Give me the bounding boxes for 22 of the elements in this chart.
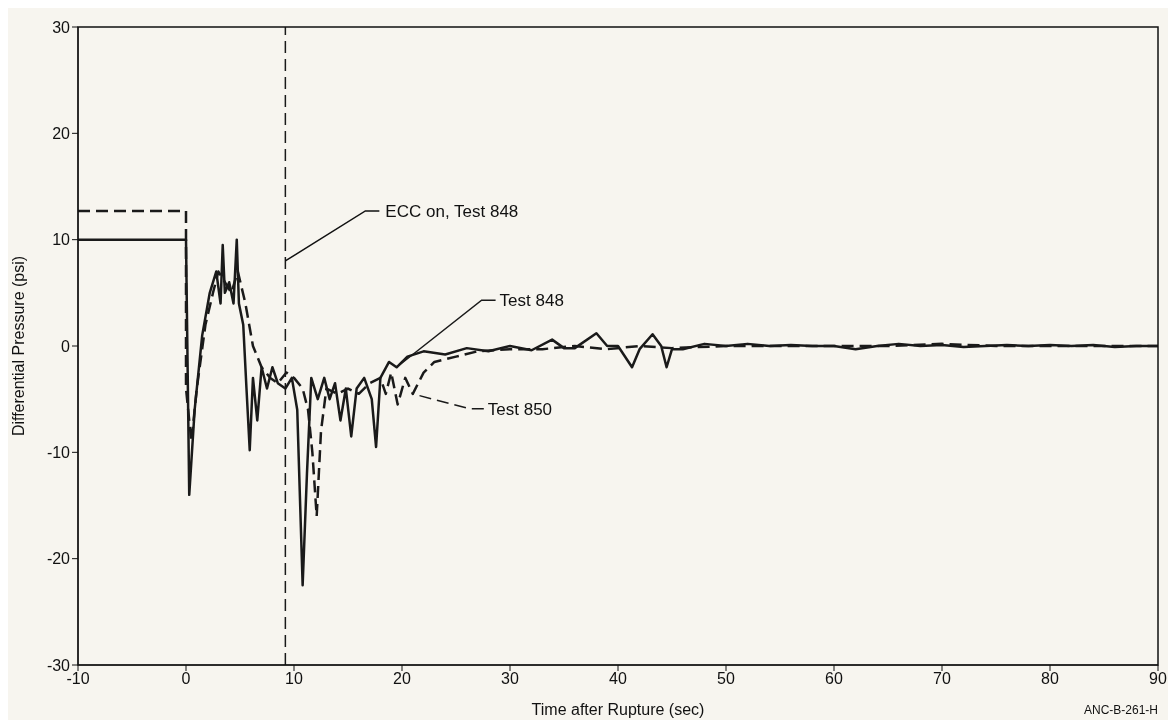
y-tick-label: -10 — [46, 444, 71, 462]
x-tick-label: 60 — [825, 670, 843, 688]
x-tick-label: 80 — [1041, 670, 1059, 688]
x-tick-label: 10 — [285, 670, 303, 688]
y-tick-label: 20 — [52, 125, 71, 143]
x-axis-title: Time after Rupture (sec) — [531, 701, 705, 718]
x-tick-label: 50 — [717, 670, 735, 688]
y-tick-label: 10 — [52, 231, 71, 249]
x-tick-label: 0 — [181, 670, 191, 688]
x-tick-label: 40 — [609, 670, 627, 688]
y-tick-label: 0 — [61, 337, 71, 355]
x-tick-label: 20 — [393, 670, 411, 688]
legend-label: Test 850 — [487, 399, 553, 419]
x-tick-label: 70 — [933, 670, 951, 688]
x-tick-label: 90 — [1149, 670, 1167, 688]
y-tick-label: 30 — [52, 18, 71, 36]
x-tick-label: 30 — [501, 670, 519, 688]
y-tick-label: -20 — [46, 550, 71, 568]
series-label: Test 848 — [499, 291, 564, 311]
y-axis-title: Differential Pressure (psi) — [9, 255, 27, 437]
ref-line-label: ECC on, Test 848 — [385, 201, 519, 221]
text: ANC-B-261-H — [1083, 703, 1158, 717]
